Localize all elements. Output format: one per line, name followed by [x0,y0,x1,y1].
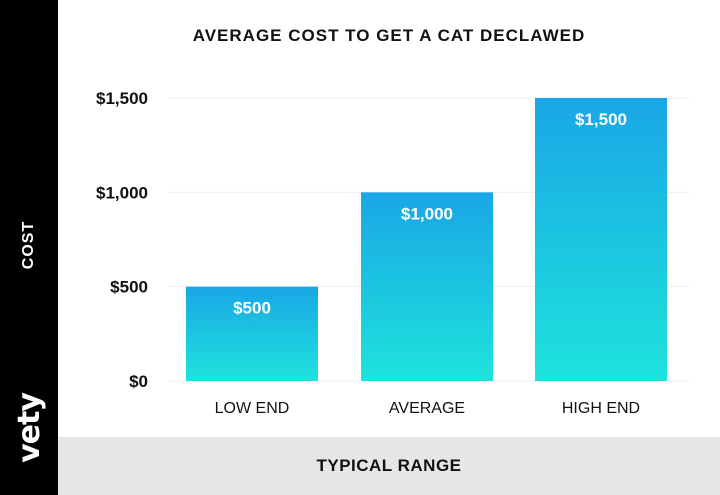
bar [535,98,667,381]
y-tick-label: $1,500 [96,89,148,108]
left-band [0,0,58,495]
chart-title: AVERAGE COST TO GET A CAT DECLAWED [192,26,586,45]
x-axis-band: TYPICAL RANGE [58,437,720,495]
bar [361,192,493,381]
bar-value-label: $1,000 [401,204,453,223]
bar [186,286,318,381]
y-tick-label: $1,000 [96,183,148,202]
x-tick-label: LOW END [215,400,290,417]
y-tick-label: $500 [110,278,148,297]
bar-value-label: $500 [233,299,271,318]
bar-chart: $0 $500 $1,000 $1,500 $500 LOW END $1,000 AVERA… [96,89,690,417]
x-axis-label: TYPICAL RANGE [316,456,462,475]
x-tick-label: AVERAGE [389,400,465,417]
bar-value-label: $1,500 [575,110,627,129]
x-tick-label: HIGH END [562,400,640,417]
y-tick-label: $0 [129,372,148,391]
